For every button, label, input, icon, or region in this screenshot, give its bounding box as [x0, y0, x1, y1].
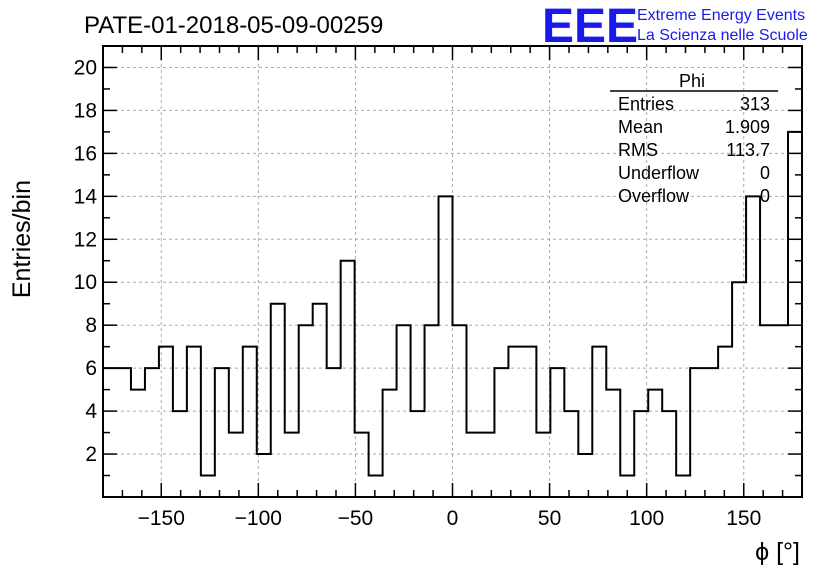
histogram-bin-5	[173, 411, 187, 497]
histogram-bin-36	[606, 390, 620, 497]
histogram-bin-23	[425, 325, 439, 497]
y-tick-label-6: 14	[74, 185, 98, 208]
histogram-bin-22	[411, 411, 425, 497]
y-tick-label-7: 16	[74, 142, 97, 165]
histogram-bin-8	[215, 368, 229, 497]
x-tick-label-4: 50	[538, 507, 561, 530]
x-axis-ticks: −150 −100 −50 0 50 100 150	[102, 46, 803, 530]
x-tick-label-5: 100	[629, 507, 664, 530]
histogram-bin-45	[732, 282, 746, 497]
x-tick-label-1: −100	[235, 507, 282, 530]
stats-value-mean: 1.909	[725, 117, 770, 137]
histogram-bin-31	[536, 433, 550, 497]
y-tick-label-3: 8	[85, 314, 97, 337]
histogram-bin-39	[648, 390, 662, 497]
y-tick-label-5: 12	[74, 228, 97, 251]
histogram-bin-43	[704, 368, 718, 497]
x-tick-label-3: 0	[447, 507, 459, 530]
stats-label-mean: Mean	[618, 117, 663, 137]
histogram-bin-6	[187, 347, 201, 497]
stats-value-overflow: 0	[760, 186, 770, 206]
histogram-bin-41	[676, 476, 690, 497]
histogram-bin-18	[355, 433, 369, 497]
stats-value-entries: 313	[740, 94, 770, 114]
histogram-bin-32	[550, 368, 564, 497]
eee-logo: EEE Extreme Energy Events La Scienza nel…	[542, 0, 808, 53]
histogram-bin-21	[397, 325, 411, 497]
histogram-bin-19	[369, 476, 383, 497]
histogram-bin-2	[131, 390, 145, 497]
histogram-bin-7	[201, 476, 215, 497]
y-tick-label-1: 4	[85, 400, 97, 423]
histogram-bin-10	[243, 347, 257, 497]
x-axis-label: ϕ [°]	[755, 538, 800, 566]
histogram-bin-30	[522, 347, 536, 497]
histogram-bin-33	[564, 411, 578, 497]
y-tick-label-8: 18	[74, 99, 97, 122]
histogram-bin-48	[774, 325, 788, 497]
stats-label-overflow: Overflow	[618, 186, 690, 206]
x-tick-label-6: 150	[726, 507, 761, 530]
eee-logo-mark: EEE	[542, 0, 638, 53]
eee-logo-line2: La Scienza nelle Scuole	[637, 27, 808, 44]
histogram-bin-27	[480, 433, 494, 497]
y-tick-label-0: 2	[85, 443, 97, 466]
stats-label-rms: RMS	[618, 140, 658, 160]
histogram-bin-49	[788, 132, 802, 497]
histogram-bin-9	[229, 433, 243, 497]
histogram-bin-12	[271, 304, 285, 497]
histogram-bin-17	[341, 261, 355, 497]
stats-label-underflow: Underflow	[618, 163, 700, 183]
histogram-bin-40	[662, 411, 676, 497]
stats-box: Phi Entries 313 Mean 1.909 RMS 113.7 Underflow…	[610, 71, 778, 206]
histogram-bin-34	[578, 454, 592, 497]
stats-label-entries: Entries	[618, 94, 674, 114]
histogram-bin-1	[117, 368, 131, 497]
y-axis-ticks: 2 4 6 8 10 12 14 16 18 20	[74, 56, 802, 477]
histogram-bin-29	[508, 347, 522, 497]
histogram-bin-16	[327, 368, 341, 497]
histogram-bin-13	[285, 433, 299, 497]
histogram-bin-25	[453, 325, 467, 497]
stats-value-rms: 113.7	[726, 140, 770, 160]
histogram-bin-47	[760, 325, 774, 497]
y-tick-label-9: 20	[74, 56, 97, 79]
eee-logo-line1: Extreme Energy Events	[637, 7, 805, 24]
histogram-outline	[103, 130, 802, 477]
stats-box-title: Phi	[679, 71, 705, 91]
stats-value-underflow: 0	[760, 163, 770, 183]
histogram-bin-35	[592, 347, 606, 497]
histogram-bin-3	[145, 368, 159, 497]
histogram-bin-15	[313, 304, 327, 497]
histogram-bin-26	[466, 433, 480, 497]
y-axis-label: Entries/bin	[8, 180, 36, 298]
chart-title: PATE-01-2018-05-09-00259	[84, 12, 383, 39]
histogram-bin-44	[718, 347, 732, 497]
histogram-bin-20	[383, 390, 397, 497]
x-tick-label-0: −150	[138, 507, 185, 530]
histogram-bin-14	[299, 325, 313, 497]
y-tick-label-4: 10	[74, 271, 97, 294]
x-tick-label-2: −50	[338, 507, 374, 530]
histogram-bin-28	[494, 368, 508, 497]
y-tick-label-2: 6	[85, 357, 97, 380]
histogram-bin-4	[159, 347, 173, 497]
histogram-bin-42	[690, 368, 704, 497]
histogram-bin-24	[439, 196, 453, 497]
histogram-bin-46	[746, 196, 760, 497]
